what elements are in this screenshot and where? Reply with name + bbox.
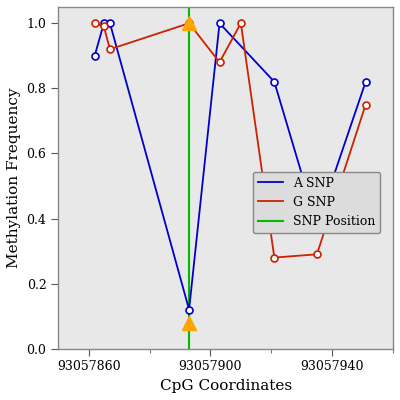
Legend: A SNP, G SNP, SNP Position: A SNP, G SNP, SNP Position [253, 172, 380, 233]
Y-axis label: Methylation Frequency: Methylation Frequency [7, 88, 21, 268]
X-axis label: CpG Coordinates: CpG Coordinates [160, 379, 292, 393]
